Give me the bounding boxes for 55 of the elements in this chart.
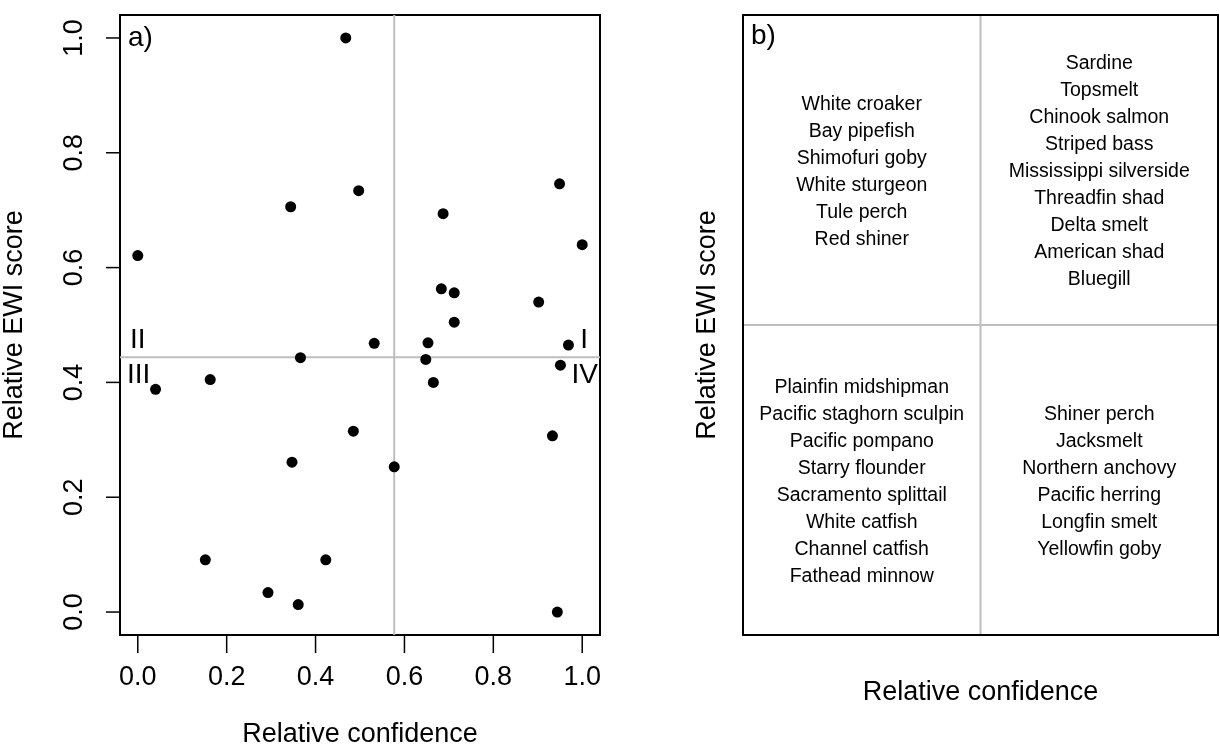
- y-tick-label: 0.0: [58, 593, 88, 631]
- point: [546, 430, 558, 442]
- point: [448, 316, 460, 328]
- point: [132, 250, 144, 262]
- point: [554, 178, 566, 190]
- point: [199, 554, 211, 566]
- point: [562, 339, 574, 351]
- y-tick-label: 1.0: [58, 19, 88, 57]
- point: [262, 587, 274, 599]
- point: [347, 425, 359, 437]
- point: [368, 337, 380, 349]
- text: White croaker Bay pipefish Shimofuri goby White sturgeon Tule perch Red shiner: [796, 91, 928, 249]
- text: Plainfin midshipman Pacific staghorn sculpin Pacific pompano Starry flounder Sacramento splittail White catfish Channel catfish Fathead minnow: [759, 374, 965, 586]
- annotation: IV: [571, 358, 598, 390]
- text: b): [751, 19, 776, 50]
- text: Relative EWI score: [691, 210, 721, 440]
- point: [422, 337, 434, 349]
- point: [320, 554, 332, 566]
- text: Shiner perch Jacksmelt Northern anchovy Pacific herring Longfin smelt Yellowfin goby: [1022, 401, 1177, 559]
- text: Sardine Topsmelt Chinook salmon Striped bass Mississippi silverside Threadfin shad Delta smelt American shad Bluegill: [1008, 51, 1190, 289]
- annotation: I: [580, 323, 588, 355]
- y-tick-label: 0.2: [58, 478, 88, 516]
- x-tick-label: 0.8: [474, 661, 513, 691]
- x-tick-label: 0.2: [207, 661, 246, 691]
- x-tick-label: 1.0: [563, 661, 601, 691]
- point: [427, 376, 439, 388]
- point: [204, 374, 216, 386]
- x-tick-label: 0.4: [296, 661, 335, 691]
- point: [286, 456, 298, 468]
- annotation: III: [127, 358, 151, 390]
- point: [340, 32, 352, 44]
- point: [576, 239, 588, 251]
- point: [294, 352, 306, 364]
- point: [150, 383, 162, 395]
- point: [437, 208, 449, 220]
- y-tick-label: 0.8: [58, 134, 88, 172]
- point: [353, 185, 365, 197]
- point: [554, 359, 566, 371]
- annotation: a): [128, 21, 153, 52]
- point: [435, 283, 447, 295]
- point: [388, 461, 400, 473]
- point: [292, 599, 304, 611]
- point: [448, 287, 460, 299]
- point: [285, 201, 297, 213]
- x-axis-title: Relative confidence: [242, 718, 478, 748]
- point: [551, 606, 563, 618]
- point: [420, 353, 432, 365]
- point: [533, 296, 545, 308]
- y-tick-label: 0.4: [58, 363, 88, 402]
- y-tick-label: 0.6: [58, 248, 88, 287]
- x-tick-label: 0.0: [119, 661, 157, 691]
- text: Relative confidence: [862, 676, 1099, 706]
- y-axis-title: Relative EWI score: [0, 210, 28, 440]
- annotation: II: [130, 323, 146, 355]
- x-tick-label: 0.6: [385, 661, 424, 691]
